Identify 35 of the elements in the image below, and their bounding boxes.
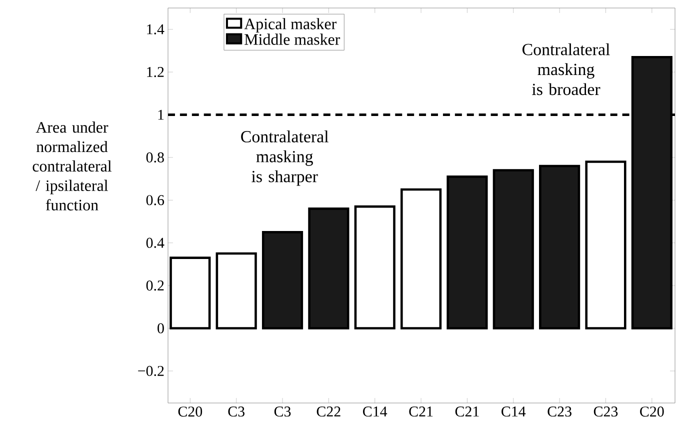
- y-tick-label: 0.8: [146, 152, 164, 163]
- annotation: Contralateral masking is broader: [522, 43, 610, 96]
- x-tick-label: C23: [548, 406, 572, 417]
- bar: [539, 164, 580, 330]
- bar: [354, 205, 396, 330]
- y-tick-label: 0: [158, 323, 164, 334]
- bar: [216, 252, 257, 330]
- bar: [170, 256, 211, 330]
- x-tick-label: C22: [316, 406, 340, 417]
- y-axis-title: Area under normalized contralateral / ipsilateral function: [32, 122, 112, 210]
- bar: [492, 169, 534, 330]
- x-tick-label: C3: [228, 406, 244, 417]
- legend-label: Apical masker: [244, 18, 336, 33]
- y-tick-label: 1: [158, 110, 164, 120]
- y-tick-label: 0.2: [146, 280, 164, 291]
- x-tick-label: C20: [178, 406, 202, 417]
- y-tick-label: −0.2: [138, 366, 164, 376]
- bar: [262, 231, 304, 330]
- x-tick-label: C23: [594, 406, 618, 417]
- legend-label: Middle masker: [244, 34, 340, 45]
- y-tick-label: 0.6: [146, 195, 164, 206]
- bar: [585, 160, 626, 330]
- x-tick-label: C20: [640, 406, 664, 417]
- x-tick-label: C21: [409, 406, 433, 417]
- x-tick-label: C14: [502, 406, 526, 417]
- x-tick-label: C21: [455, 406, 479, 417]
- bar: [400, 188, 442, 330]
- annotation: Contralateral masking is sharper: [241, 130, 328, 186]
- bar: [308, 208, 350, 330]
- y-tick-label: 1.2: [147, 67, 164, 78]
- y-tick-label: 0.4: [146, 238, 164, 248]
- x-tick-label: C3: [274, 406, 291, 417]
- bar: [446, 176, 488, 330]
- y-tick-label: 1.4: [147, 24, 164, 34]
- x-tick-label: C14: [363, 406, 388, 417]
